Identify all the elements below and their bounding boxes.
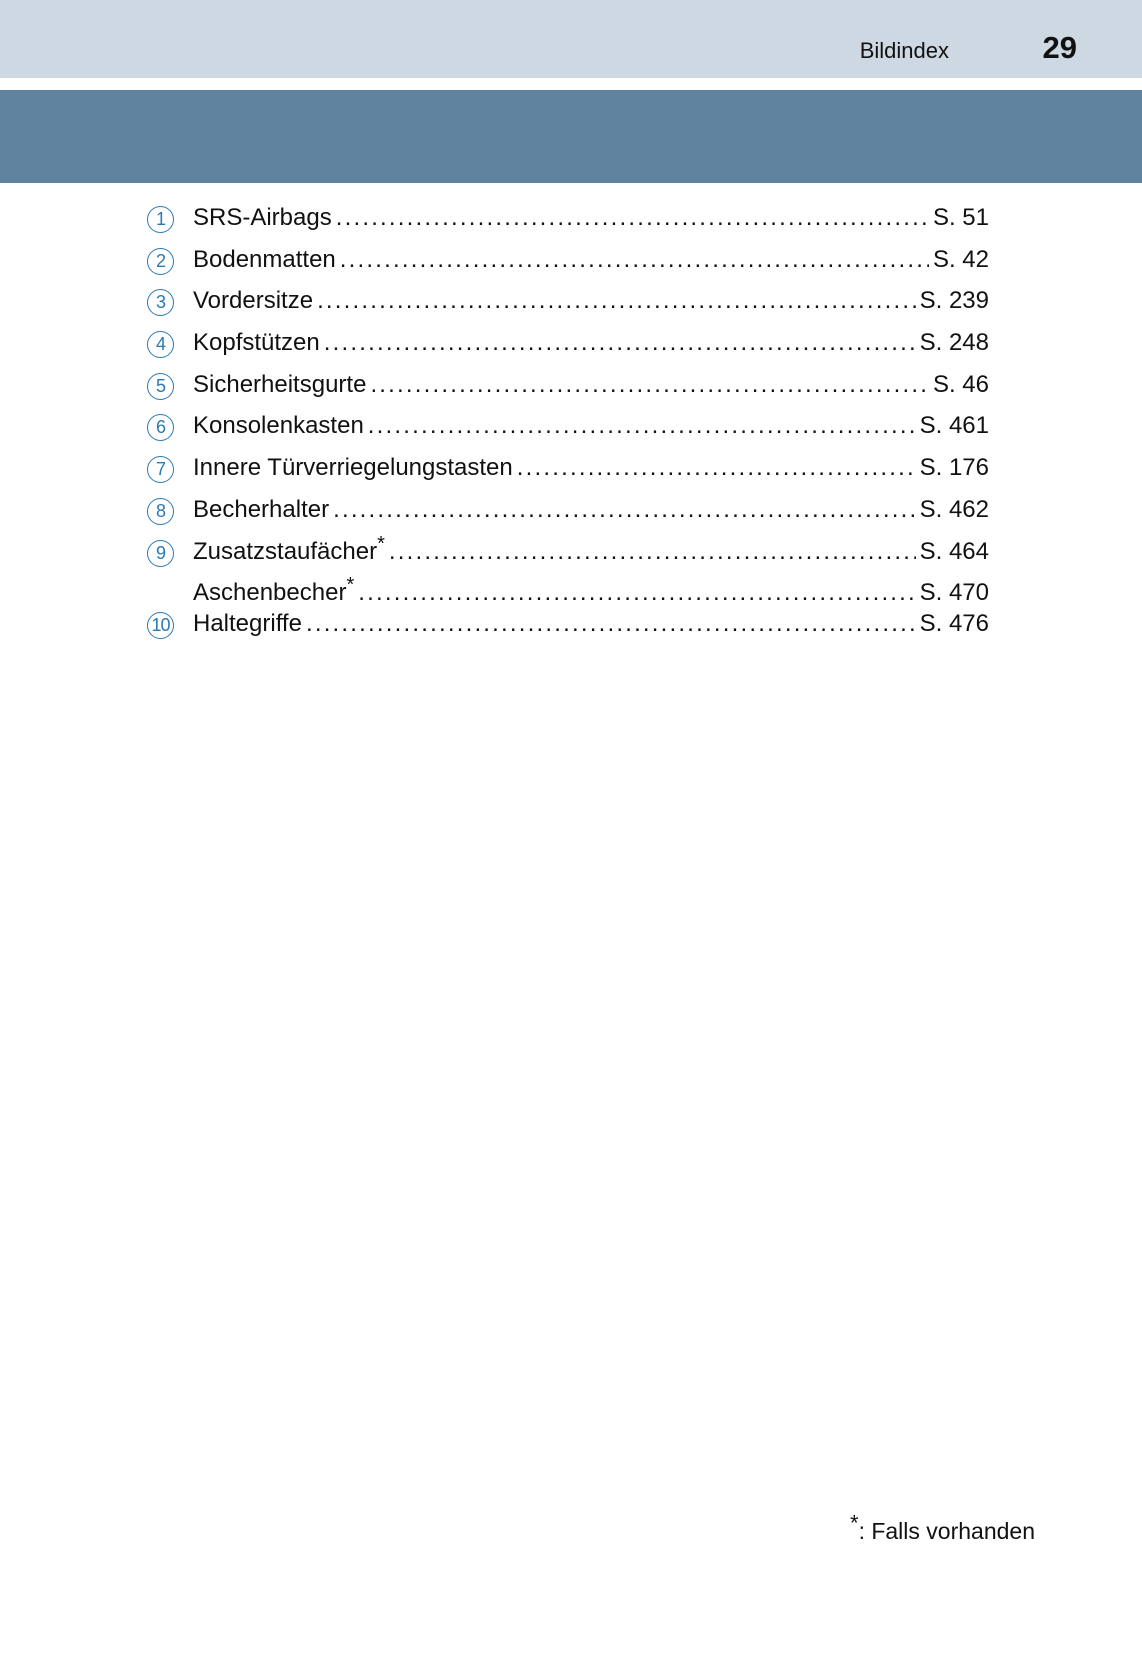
leader-dots — [333, 496, 916, 524]
entry-label: SRS-Airbags — [193, 204, 332, 231]
page-reference[interactable]: S. 51 — [932, 204, 989, 231]
leader-dots — [368, 412, 916, 440]
page-reference[interactable]: S. 464 — [919, 537, 989, 565]
asterisk: * — [346, 574, 355, 597]
page-reference[interactable]: S. 42 — [932, 245, 989, 273]
number-circle-icon: 8 — [147, 497, 174, 525]
number-circle-icon: 6 — [147, 414, 174, 442]
entry-label: Becherhalter — [193, 495, 330, 523]
index-entry[interactable]: 6 Konsolenkasten S. 461 — [145, 412, 989, 454]
number-circle-icon: 9 — [147, 539, 174, 567]
section-title: Bildindex — [859, 38, 949, 63]
index-entry[interactable]: 2 Bodenmatten S. 42 — [145, 246, 989, 288]
entry-label: Haltegriffe — [193, 610, 302, 638]
index-entry[interactable]: 3 Vordersitze S. 239 — [145, 287, 989, 329]
leader-dots — [324, 329, 916, 357]
index-entry[interactable]: 7 Innere Türverriegelungstasten S. 176 — [145, 454, 989, 496]
entry-label: Kopfstützen — [193, 329, 320, 357]
leader-dots — [358, 579, 915, 607]
section-banner — [0, 90, 1142, 183]
page-number: 29 — [1042, 30, 1077, 65]
number-circle-icon: 1 — [147, 206, 174, 233]
leader-dots — [306, 610, 916, 638]
number-circle-icon: 7 — [147, 456, 174, 484]
number-circle-icon: 3 — [147, 289, 174, 317]
footnote-text: : Falls vorhanden — [858, 1518, 1035, 1544]
number-circle-icon: 2 — [147, 247, 174, 275]
entry-label: Bodenmatten — [193, 245, 336, 273]
entry-label: Aschenbecher* — [193, 574, 355, 607]
page-reference[interactable]: S. 239 — [919, 287, 989, 315]
page-reference[interactable]: S. 248 — [919, 329, 989, 357]
leader-dots — [389, 538, 916, 566]
index-entry[interactable]: Aschenbecher* S. 470 — [145, 574, 989, 610]
leader-dots — [370, 371, 929, 399]
page-reference[interactable]: S. 46 — [932, 370, 989, 398]
entry-label: Sicherheitsgurte — [193, 370, 367, 398]
footnote-asterisk: * — [850, 1510, 859, 1536]
number-circle-icon: 5 — [147, 372, 174, 400]
leader-dots — [340, 246, 929, 274]
footnote: *: Falls vorhanden — [850, 1512, 1035, 1545]
leader-dots — [517, 454, 916, 482]
asterisk: * — [377, 532, 385, 555]
entry-label: Zusatzstaufächer* — [193, 532, 385, 565]
page-reference[interactable]: S. 470 — [919, 579, 989, 607]
index-entry[interactable]: 9 Zusatzstaufächer* S. 464 — [145, 532, 989, 580]
index-entry[interactable]: 8 Becherhalter S. 462 — [145, 496, 989, 538]
number-circle-icon: 10 — [147, 612, 174, 640]
page-reference[interactable]: S. 176 — [919, 454, 989, 482]
picture-index-list: 1 SRS-Airbags S. 51 2 Bodenmatten S. 42 3 Vorde… — [145, 204, 989, 652]
index-entry[interactable]: 10 Haltegriffe S. 476 — [145, 610, 989, 652]
index-entry[interactable]: 1 SRS-Airbags S. 51 — [145, 204, 989, 246]
header-band: Bildindex 29 — [0, 0, 1142, 78]
page-reference[interactable]: S. 461 — [919, 412, 989, 440]
page-reference[interactable]: S. 462 — [919, 495, 989, 523]
number-circle-icon: 4 — [147, 331, 174, 359]
entry-label: Konsolenkasten — [193, 412, 364, 440]
index-entry[interactable]: 5 Sicherheitsgurte S. 46 — [145, 371, 989, 413]
page-reference[interactable]: S. 476 — [919, 610, 989, 638]
index-entry[interactable]: 4 Kopfstützen S. 248 — [145, 329, 989, 371]
leader-dots — [317, 287, 916, 315]
entry-label: Vordersitze — [193, 287, 314, 315]
entry-label: Innere Türverriegelungstasten — [193, 454, 513, 482]
leader-dots — [336, 204, 929, 232]
